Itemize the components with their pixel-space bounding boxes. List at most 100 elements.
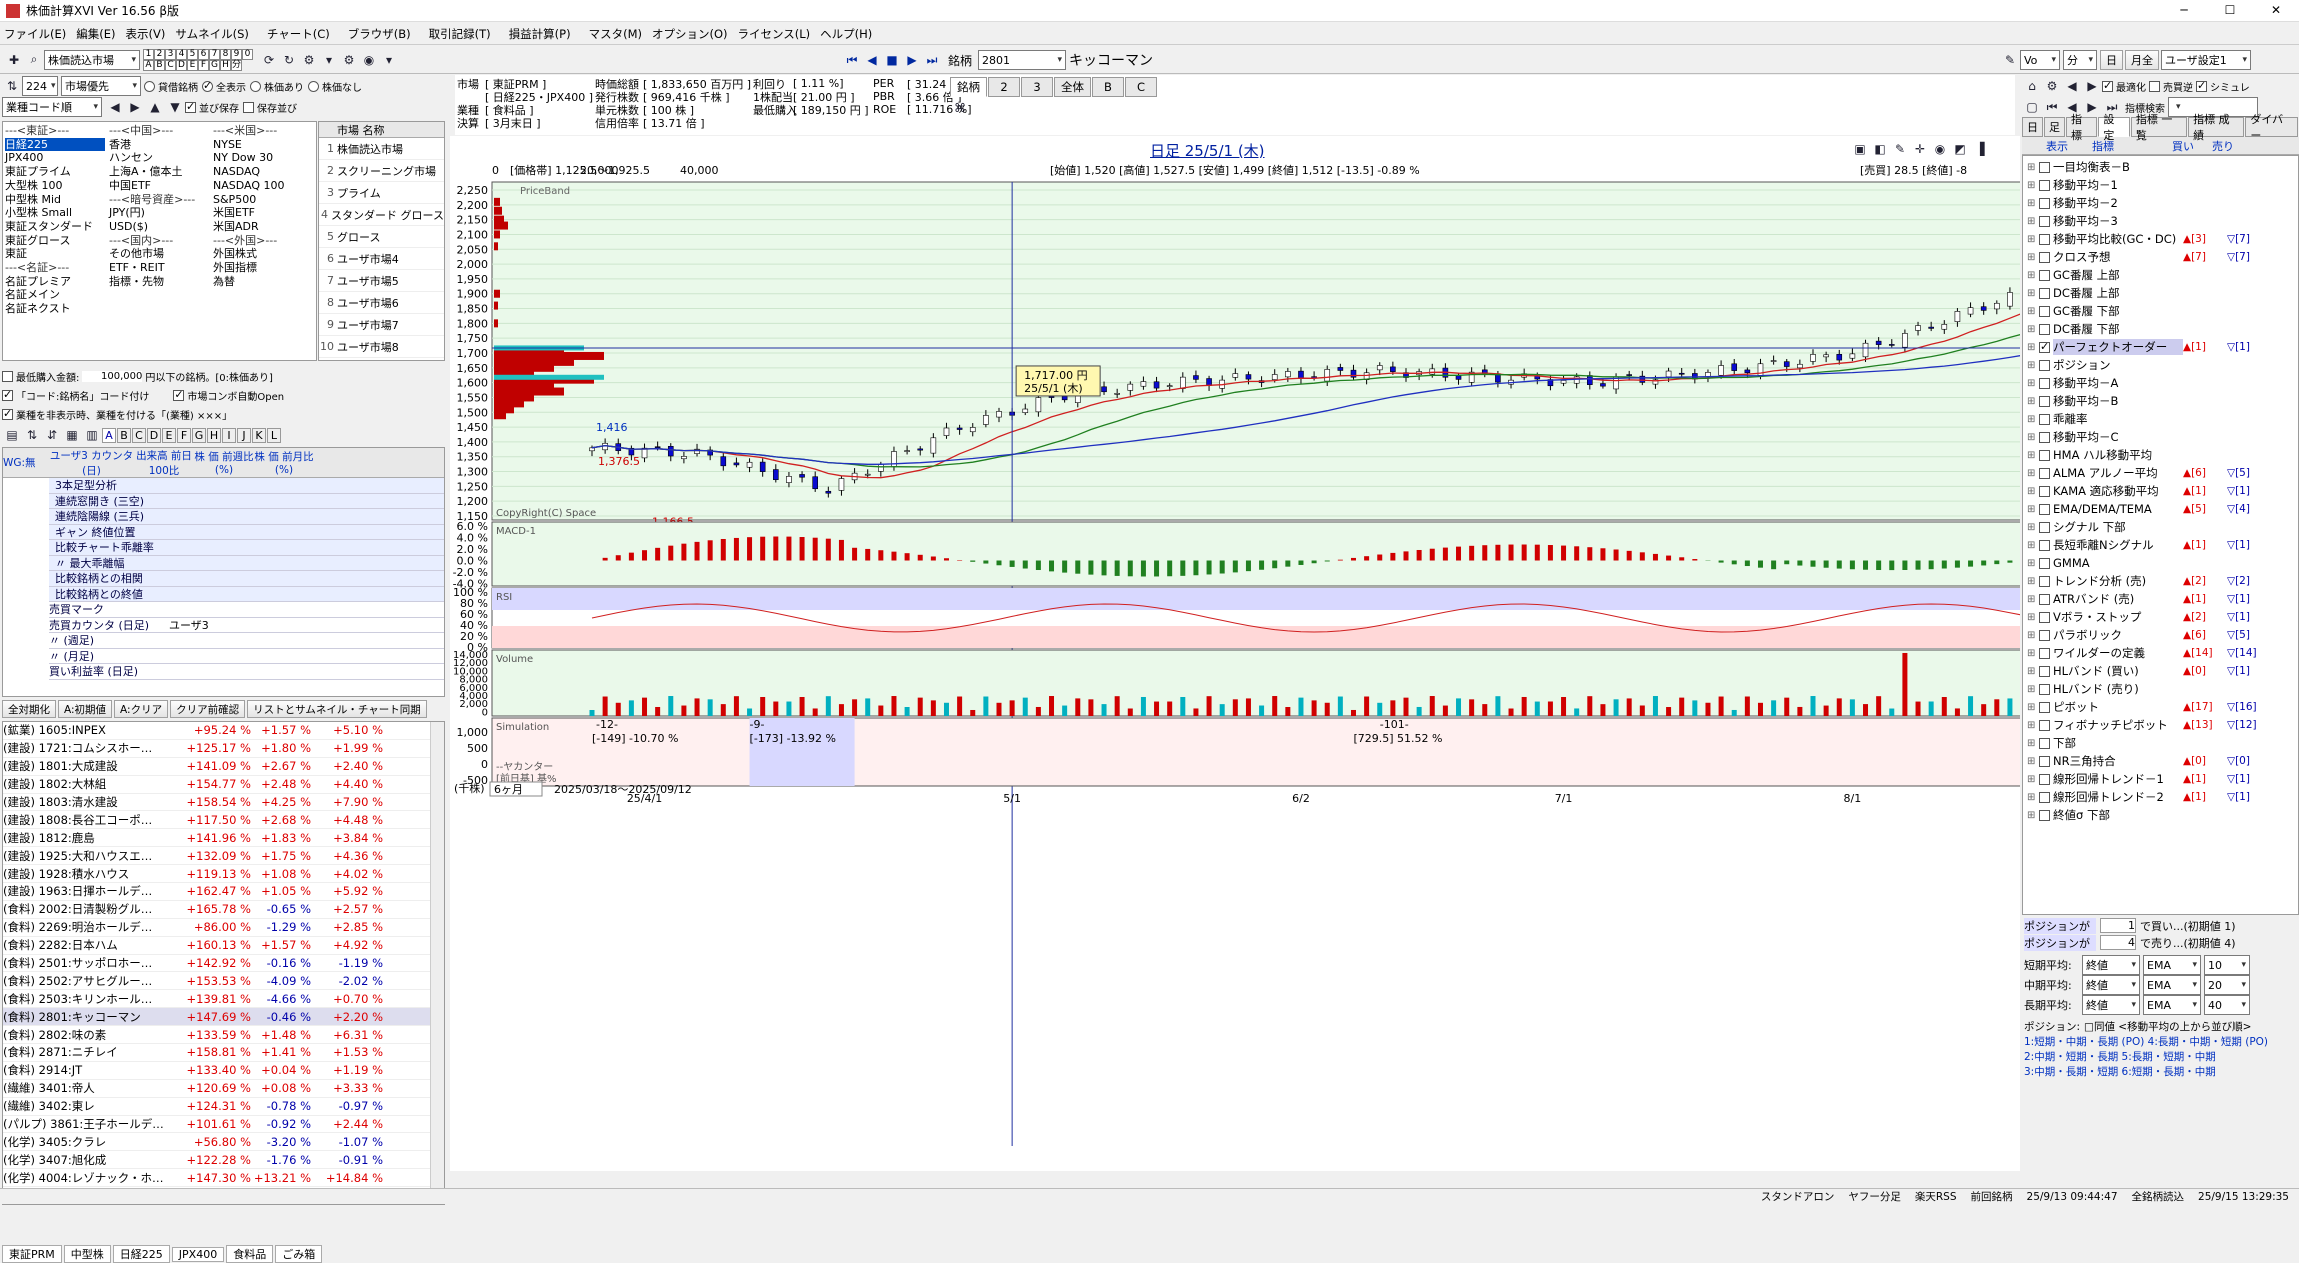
- down-icon[interactable]: ▼: [166, 98, 184, 116]
- filter-row[interactable]: 売買カウンタ (日足)ユーザ3: [49, 618, 444, 634]
- list-tool-icon[interactable]: ▥: [83, 426, 101, 444]
- market-group-item[interactable]: 東証グロース: [5, 234, 105, 248]
- indicator-checkbox[interactable]: [2039, 774, 2050, 785]
- indicator-checkbox[interactable]: [2039, 378, 2050, 389]
- market-group-item[interactable]: USD($): [109, 220, 209, 234]
- menu-item[interactable]: ブラウザ(B): [348, 26, 411, 42]
- indicator-checkbox[interactable]: [2039, 342, 2050, 353]
- stock-row[interactable]: (建設) 1963:日揮ホールデ…+162.47 %+1.05 %+5.92 %: [3, 883, 444, 901]
- expand-icon[interactable]: ⊞: [2027, 396, 2039, 407]
- expand-icon[interactable]: ⊞: [2027, 252, 2039, 263]
- indicator-item[interactable]: ⊞終値σ 下部: [2027, 806, 2294, 824]
- expand-icon[interactable]: ⊞: [2027, 378, 2039, 389]
- stock-row[interactable]: (建設) 1808:長谷工コーポ…+117.50 %+2.68 %+4.48 %: [3, 811, 444, 829]
- indicator-item[interactable]: ⊞トレンド分析 (売)▲[2]▽[2]: [2027, 572, 2294, 590]
- refresh-icon[interactable]: ⟳: [260, 51, 278, 69]
- digit-button[interactable]: 5: [187, 49, 198, 60]
- expand-icon[interactable]: ⊞: [2027, 270, 2039, 281]
- expand-icon[interactable]: ⊞: [2027, 360, 2039, 371]
- right-tab[interactable]: 指標: [2066, 117, 2097, 137]
- indicator-checkbox[interactable]: [2039, 576, 2050, 587]
- position-value[interactable]: 1: [2100, 918, 2136, 933]
- alpha-button[interactable]: I: [222, 428, 236, 443]
- last-icon[interactable]: ⏭: [923, 51, 941, 69]
- right-tab[interactable]: ダイバー: [2245, 117, 2298, 137]
- status-cell[interactable]: ごみ箱: [275, 1245, 322, 1263]
- indicator-item[interactable]: ⊞KAMA 適応移動平均▲[1]▽[1]: [2027, 482, 2294, 500]
- market-group-item[interactable]: 大型株 100: [5, 179, 105, 193]
- indicator-item[interactable]: ⊞移動平均比較(GC・DC)▲[3]▽[7]: [2027, 230, 2294, 248]
- expand-icon[interactable]: ⊞: [2027, 612, 2039, 623]
- next-icon[interactable]: ▶: [903, 51, 921, 69]
- indicator-checkbox[interactable]: [2039, 198, 2050, 209]
- filter-row[interactable]: 〃 (月足): [49, 649, 444, 665]
- expand-icon[interactable]: ⊞: [2027, 666, 2039, 677]
- market-group-item[interactable]: その他市場: [109, 247, 209, 261]
- ma-period[interactable]: 20: [2204, 975, 2250, 995]
- expand-icon[interactable]: ⊞: [2027, 522, 2039, 533]
- expand-icon[interactable]: ⊞: [2027, 234, 2039, 245]
- check-combo-open[interactable]: [173, 390, 184, 401]
- indicator-checkbox[interactable]: [2039, 612, 2050, 623]
- market-group-item[interactable]: 香港: [109, 138, 209, 152]
- market-group-item[interactable]: ---<名証>---: [5, 261, 105, 275]
- market-group-item[interactable]: S&P500: [213, 193, 313, 207]
- right-tab[interactable]: 指標 成績: [2188, 117, 2244, 137]
- indicator-item[interactable]: ⊞移動平均－C: [2027, 428, 2294, 446]
- filter-row[interactable]: 売買マーク: [49, 602, 444, 618]
- market-group-item[interactable]: 東証スタンダード: [5, 220, 105, 234]
- indicator-checkbox[interactable]: [2039, 810, 2050, 821]
- indicator-item[interactable]: ⊞GMMA: [2027, 554, 2294, 572]
- menu-item[interactable]: マスタ(M): [589, 26, 642, 42]
- market-group-item[interactable]: 小型株 Small: [5, 206, 105, 220]
- digit-button[interactable]: 分: [231, 60, 242, 71]
- market-group-item[interactable]: ハンセン: [109, 151, 209, 165]
- check-simulate[interactable]: [2196, 81, 2207, 92]
- market-group-item[interactable]: ---<米国>---: [213, 124, 313, 138]
- list-tool-icon[interactable]: ⇵: [43, 426, 61, 444]
- right-tab[interactable]: 足: [2044, 117, 2065, 137]
- right-tab[interactable]: 設定: [2098, 117, 2129, 137]
- stock-row[interactable]: (建設) 1802:大林組+154.77 %+2.48 %+4.40 %: [3, 776, 444, 794]
- market-group-item[interactable]: ETF・REIT: [109, 261, 209, 275]
- right-combo-2[interactable]: 分: [2063, 50, 2097, 70]
- expand-icon[interactable]: ⊞: [2027, 774, 2039, 785]
- market-group-item[interactable]: NY Dow 30: [213, 151, 313, 165]
- expand-icon[interactable]: ⊞: [2027, 288, 2039, 299]
- indicator-item[interactable]: ⊞GC番履 上部: [2027, 266, 2294, 284]
- update-icon[interactable]: ↻: [280, 51, 298, 69]
- market-group-item[interactable]: ---<暗号資産>---: [109, 193, 209, 207]
- digit-button[interactable]: 9: [231, 49, 242, 60]
- market-group-item[interactable]: 日経225: [5, 138, 105, 152]
- sort-combo[interactable]: 市場優先: [61, 76, 141, 96]
- market-group-item[interactable]: 上海A・億本土: [109, 165, 209, 179]
- market-group-item[interactable]: 米国ETF: [213, 206, 313, 220]
- expand-icon[interactable]: ⊞: [2027, 180, 2039, 191]
- menu-item[interactable]: 表示(V): [126, 26, 166, 42]
- market-group-item[interactable]: ---<東証>---: [5, 124, 105, 138]
- expand-icon[interactable]: ⊞: [2027, 486, 2039, 497]
- expand-icon[interactable]: ⊞: [2027, 810, 2039, 821]
- indicator-item[interactable]: ⊞EMA/DEMA/TEMA▲[5]▽[4]: [2027, 500, 2294, 518]
- stock-row[interactable]: (建設) 1721:コムシスホー…+125.17 %+1.80 %+1.99 %: [3, 740, 444, 758]
- dropdown-icon[interactable]: ▾: [380, 51, 398, 69]
- indicator-checkbox[interactable]: [2039, 666, 2050, 677]
- indicator-item[interactable]: ⊞HLバンド (買い)▲[0]▽[1]: [2027, 662, 2294, 680]
- stock-row[interactable]: (食料) 2802:味の素+133.59 %+1.48 %+6.31 %: [3, 1026, 444, 1044]
- crosshair-icon[interactable]: ✚: [5, 51, 23, 69]
- radio-taishaku[interactable]: [144, 81, 155, 92]
- filter-row[interactable]: ギャン 終値位置: [49, 525, 444, 541]
- status-cell[interactable]: 東証PRM: [2, 1245, 62, 1263]
- expand-icon[interactable]: ⊞: [2027, 702, 2039, 713]
- digit-button[interactable]: E: [187, 60, 198, 71]
- stock-row[interactable]: (食料) 2002:日清製粉グル…+165.78 %-0.65 %+2.57 %: [3, 901, 444, 919]
- expand-icon[interactable]: ⊞: [2027, 630, 2039, 641]
- right-combo-1[interactable]: Vo: [2020, 50, 2060, 70]
- ma-type-combo[interactable]: EMA: [2143, 955, 2201, 975]
- digit-button[interactable]: D: [176, 60, 187, 71]
- stock-row[interactable]: (パルプ) 3861:王子ホールデ…+101.61 %-0.92 %+2.44 …: [3, 1116, 444, 1134]
